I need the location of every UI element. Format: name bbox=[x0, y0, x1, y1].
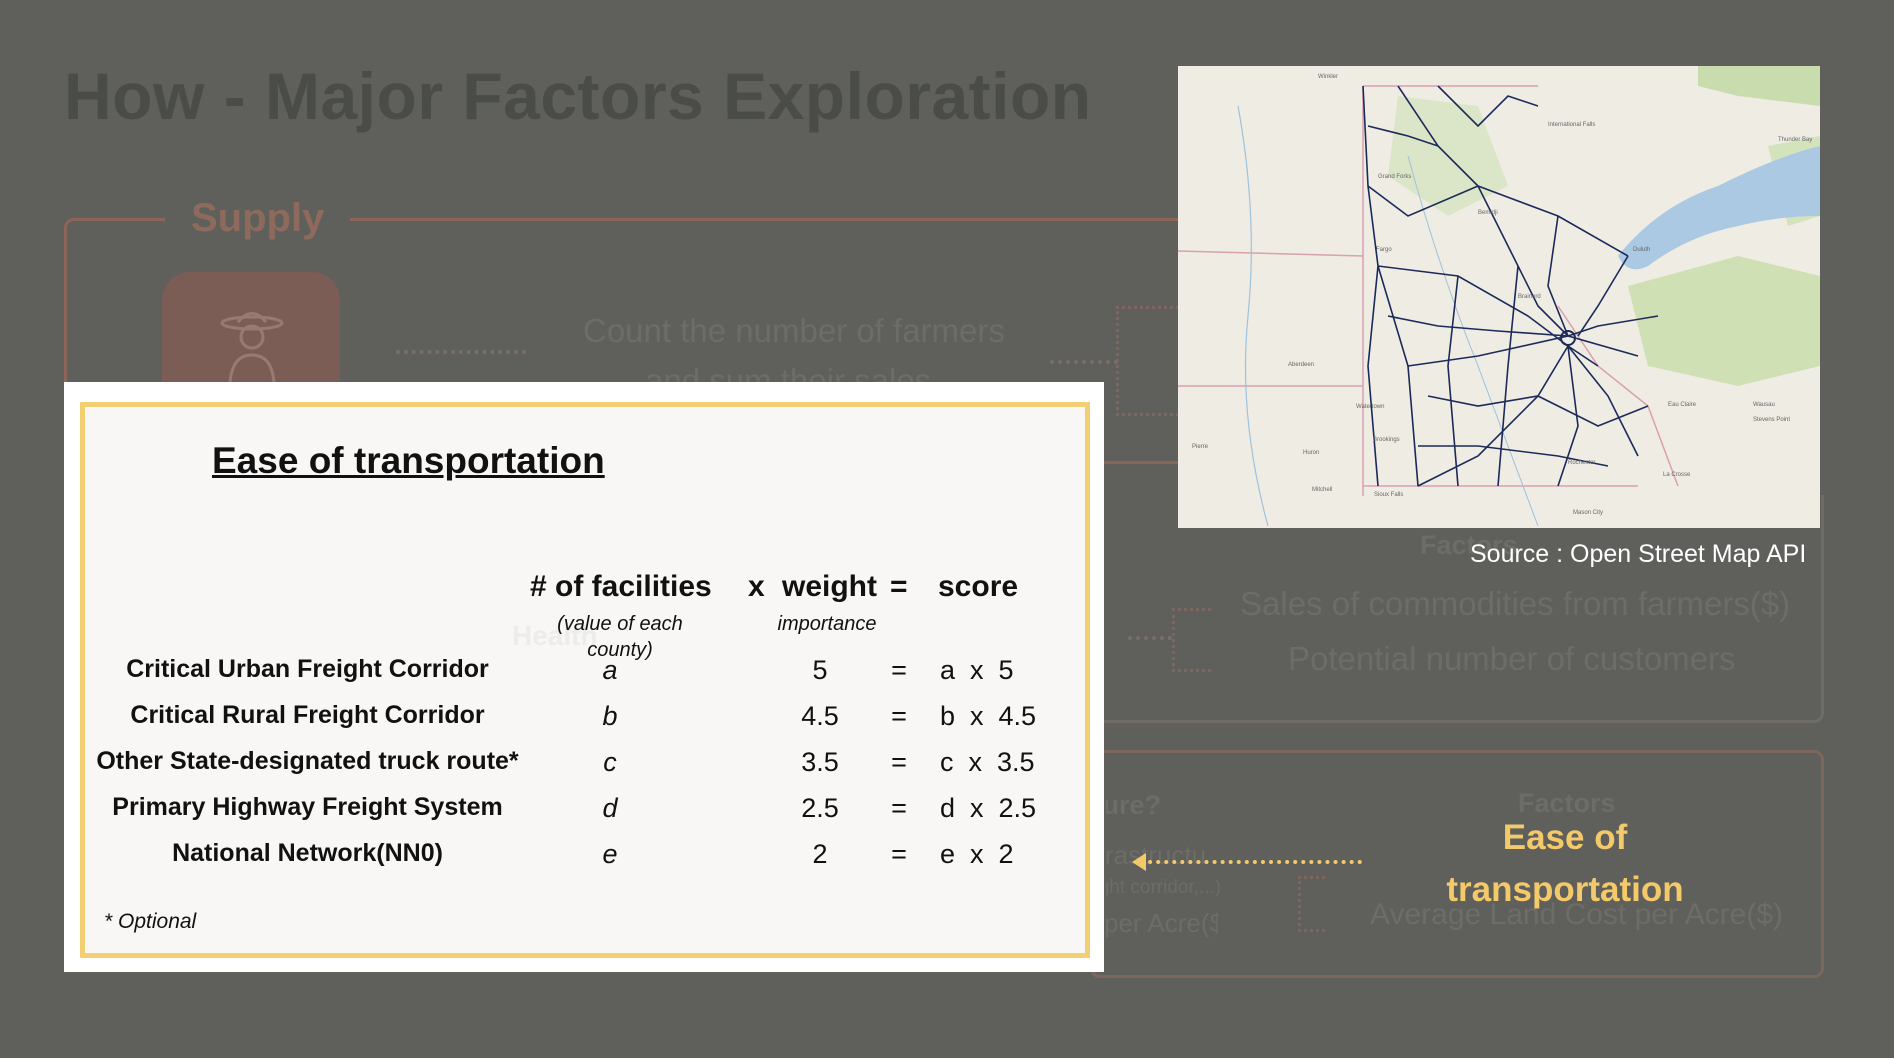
land-factor-item: Average Land Cost per Acre($) bbox=[1370, 898, 1784, 931]
card-title: Ease of transportation bbox=[212, 440, 605, 481]
map-label-sioux-falls: Sioux Falls bbox=[1374, 492, 1403, 498]
map-source-caption: Source : Open Street Map API bbox=[1470, 540, 1807, 568]
map-label-bemidji: Bemidji bbox=[1478, 210, 1498, 216]
row-label: Critical Urban Freight Corridor bbox=[126, 655, 489, 683]
demand-item-customers: Potential number of customers bbox=[1288, 640, 1736, 677]
header-weight-note: importance bbox=[777, 613, 877, 635]
supply-text-line1: Count the number of farmers bbox=[583, 312, 1005, 349]
demand-bracket bbox=[1172, 608, 1211, 672]
row-variable: e bbox=[602, 839, 618, 869]
row-score: e x 2 bbox=[940, 839, 1014, 869]
demand-item-sales: Sales of commodities from farmers($) bbox=[1240, 585, 1791, 622]
row-variable: b bbox=[602, 701, 618, 731]
map-label-mitchell: Mitchell bbox=[1312, 487, 1332, 493]
row-variable: d bbox=[602, 793, 618, 823]
row-variable: c bbox=[603, 747, 617, 777]
map-label-duluth: Duluth bbox=[1633, 247, 1650, 253]
card-footnote: * Optional bbox=[104, 910, 197, 933]
demand-factors-label: Factors bbox=[1420, 530, 1518, 560]
card-ghost-heading: Health bbox=[512, 620, 598, 651]
highlight-arrow-head-icon bbox=[1132, 853, 1146, 871]
land-item-cost: Land cost per Acre($) bbox=[1106, 908, 1218, 938]
row-label: Critical Rural Freight Corridor bbox=[130, 701, 485, 729]
row-weight: 5 bbox=[812, 655, 828, 685]
map-label-wausau: Wausau bbox=[1753, 402, 1775, 408]
row-weight: 2.5 bbox=[801, 793, 839, 823]
header-score: score bbox=[938, 570, 1019, 603]
supply-connector-2 bbox=[1050, 360, 1118, 364]
highlight-line1: Ease of bbox=[1502, 818, 1628, 857]
row-score: b x 4.5 bbox=[940, 701, 1037, 731]
header-multiply: x bbox=[748, 570, 765, 603]
highlight-arrow-line bbox=[1140, 860, 1362, 864]
row-score: c x 3.5 bbox=[940, 747, 1035, 777]
land-bracket bbox=[1298, 876, 1325, 932]
row-equals: = bbox=[891, 655, 907, 685]
map-label-watertown: Watertown bbox=[1356, 404, 1384, 410]
map-label-thunder-bay: Thunder Bay bbox=[1778, 137, 1812, 143]
supply-label: Supply bbox=[165, 196, 351, 241]
map-label-international-falls: International Falls bbox=[1548, 122, 1595, 128]
freight-map[interactable]: Winkler International Falls Thunder Bay … bbox=[1178, 66, 1820, 528]
row-equals: = bbox=[891, 793, 907, 823]
header-facilities: # of facilities bbox=[530, 570, 712, 603]
map-label-huron: Huron bbox=[1303, 450, 1319, 456]
slide-title: How - Major Factors Exploration bbox=[64, 59, 1092, 133]
header-facilities-note-2: county) bbox=[587, 639, 653, 661]
map-label-winkler: Winkler bbox=[1318, 74, 1338, 80]
demand-connector bbox=[1128, 636, 1172, 640]
row-equals: = bbox=[891, 747, 907, 777]
map-label-grand-forks: Grand Forks bbox=[1378, 174, 1411, 180]
map-label-mason-city: Mason City bbox=[1573, 510, 1603, 516]
row-label: Other State-designated truck route* bbox=[96, 747, 519, 775]
header-facilities-note-1: (value of each bbox=[557, 613, 683, 635]
map-label-brookings: Brookings bbox=[1373, 437, 1400, 443]
map-label-la-crosse: La Crosse bbox=[1663, 472, 1691, 478]
row-label: National Network(NN0) bbox=[172, 839, 443, 867]
map-label-rochester: Rochester bbox=[1568, 460, 1595, 466]
land-question: How to measure? bbox=[1106, 790, 1162, 820]
row-equals: = bbox=[891, 839, 907, 869]
land-factors-label: Factors bbox=[1518, 788, 1616, 818]
highlight-line2: transportation bbox=[1446, 870, 1684, 909]
map-label-pierre: Pierre bbox=[1192, 444, 1209, 450]
row-variable: a bbox=[602, 655, 618, 685]
land-item-infrastructure: Infrastructure bbox=[1106, 840, 1206, 870]
header-equals: = bbox=[890, 570, 908, 603]
transport-card-frame bbox=[80, 402, 1090, 958]
row-weight: 3.5 bbox=[801, 747, 839, 777]
map-label-aberdeen: Aberdeen bbox=[1288, 362, 1314, 368]
map-label-stevens-point: Stevens Point bbox=[1753, 417, 1790, 423]
row-weight: 2 bbox=[812, 839, 828, 869]
header-weight: weight bbox=[782, 570, 877, 603]
row-weight: 4.5 bbox=[801, 701, 839, 731]
row-label: Primary Highway Freight System bbox=[112, 793, 503, 821]
farmer-icon bbox=[212, 305, 292, 385]
supply-bracket bbox=[1116, 306, 1179, 416]
map-label-eau-claire: Eau Claire bbox=[1668, 402, 1697, 408]
map-label-brainerd: Brainerd bbox=[1518, 294, 1541, 300]
map-canvas: Winkler International Falls Thunder Bay … bbox=[1178, 66, 1820, 528]
supply-connector bbox=[396, 350, 526, 354]
land-item-infrastructure-note: (freight corridor,...) bbox=[1106, 877, 1222, 898]
row-score: d x 2.5 bbox=[940, 793, 1037, 823]
row-equals: = bbox=[891, 701, 907, 731]
map-label-fargo: Fargo bbox=[1376, 247, 1392, 253]
row-score: a x 5 bbox=[940, 655, 1014, 685]
